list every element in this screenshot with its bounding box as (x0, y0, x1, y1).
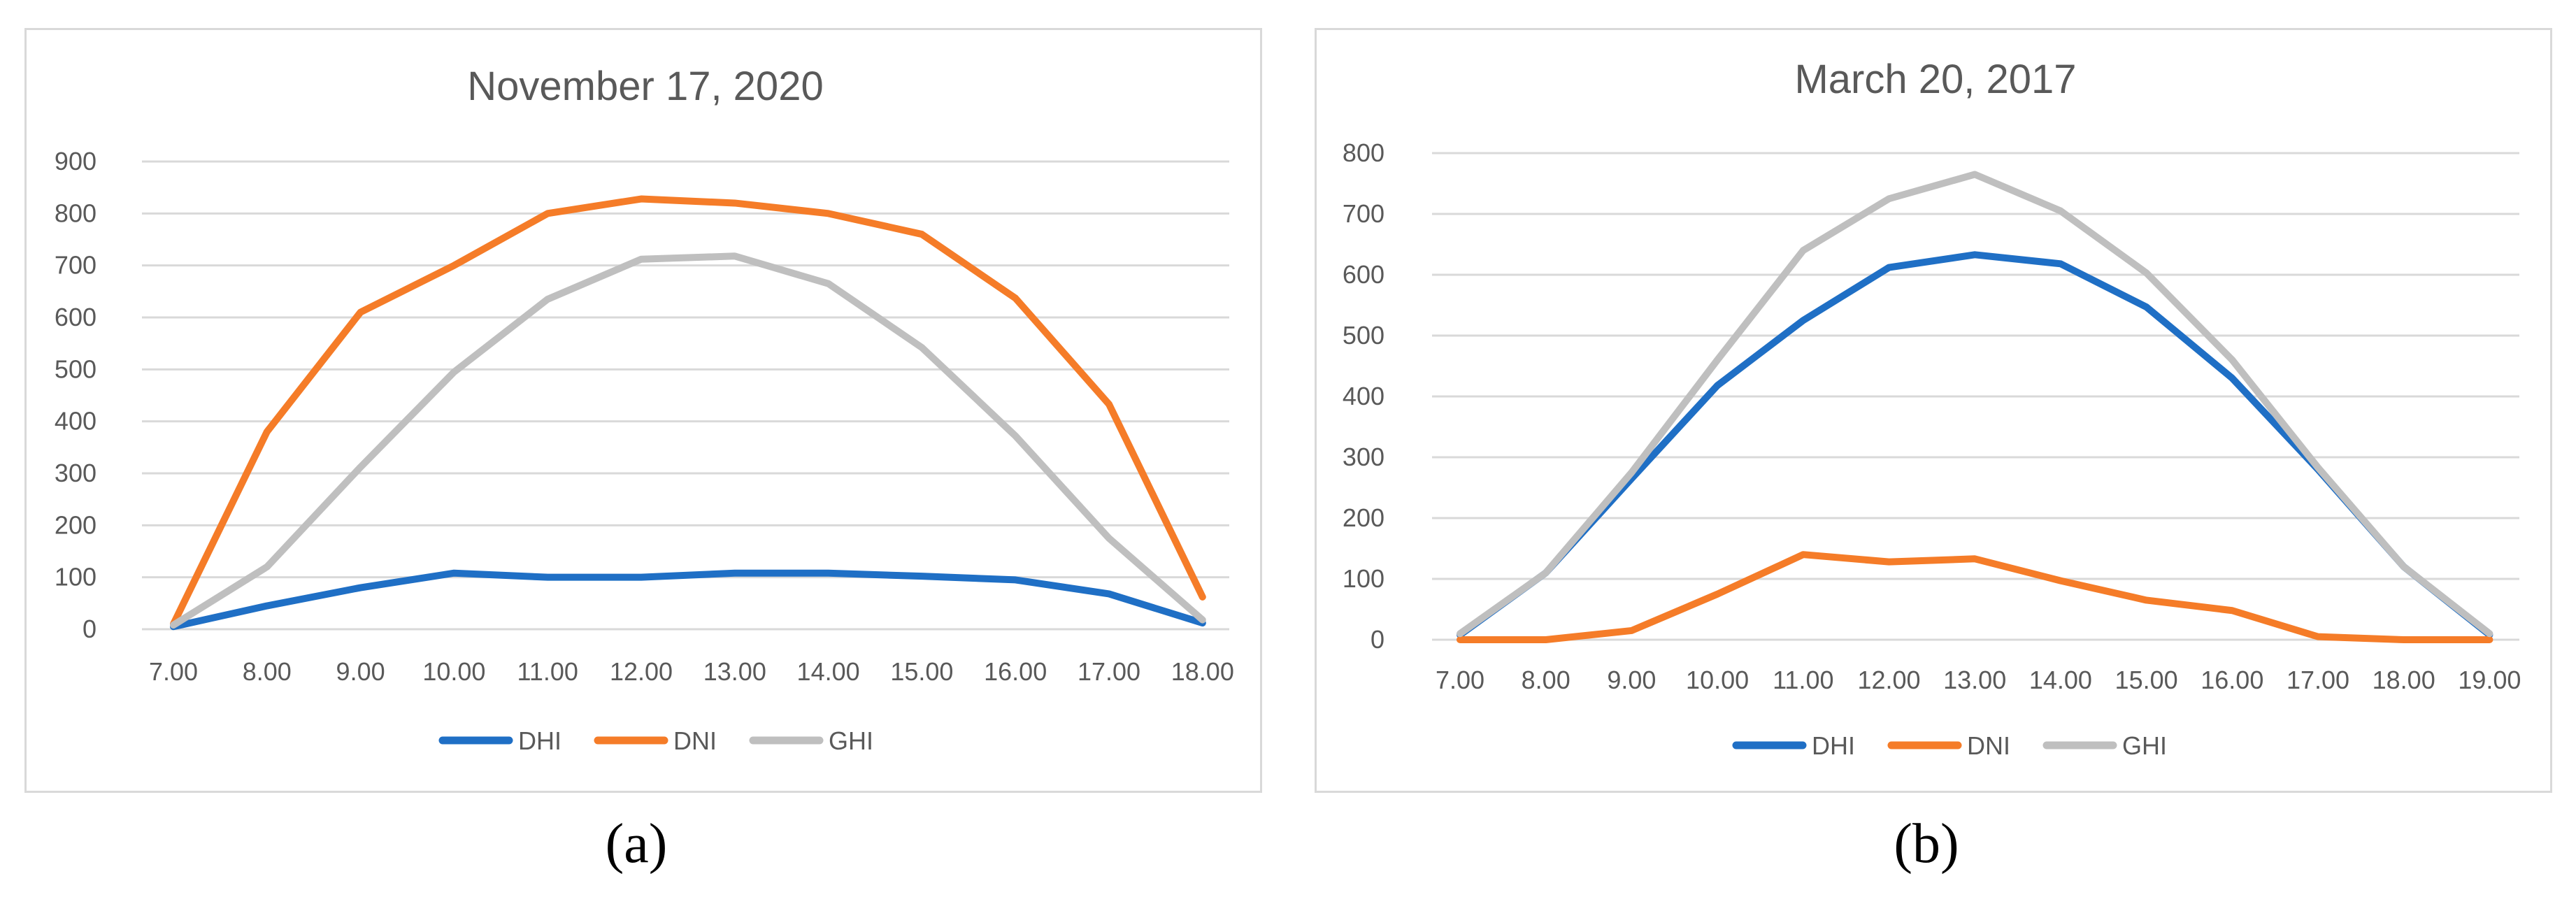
x-tick-label: 10.00 (1686, 666, 1749, 694)
x-tick-label: 19.00 (2458, 666, 2521, 694)
x-tick-label: 12.00 (1857, 666, 1920, 694)
legend-label-ghi: GHI (829, 726, 873, 755)
y-tick-label: 600 (55, 303, 96, 331)
y-tick-label: 100 (55, 563, 96, 591)
series-line-dhi (170, 569, 1206, 631)
x-tick-label: 11.00 (1773, 666, 1833, 694)
chart-title: March 20, 2017 (1794, 57, 2076, 102)
chart-november-svg: November 17, 2020 0 100 200 300 400 500 600 700 8… (55, 64, 1234, 755)
x-tick-label: 7.00 (149, 657, 198, 686)
chart-panel-march: March 20, 2017 0 100 200 300 400 500 600 700 800 7… (1315, 28, 2552, 793)
x-tick-label: 11.00 (517, 657, 578, 686)
y-tick-label: 500 (1343, 321, 1384, 350)
y-tick-label: 0 (83, 615, 96, 643)
caption-a: (a) (605, 813, 668, 875)
y-tick-label: 800 (1343, 138, 1384, 167)
x-tick-label: 13.00 (1943, 666, 2006, 694)
series-line-ghi (170, 252, 1206, 629)
x-tick-label: 9.00 (336, 657, 385, 686)
legend-label-ghi: GHI (2122, 731, 2167, 760)
series-line-dhi (1457, 251, 2493, 639)
y-tick-label: 700 (55, 251, 96, 280)
x-tick-label: 15.00 (2115, 666, 2178, 694)
x-tick-label: 8.00 (243, 657, 292, 686)
y-tick-label: 300 (1343, 443, 1384, 471)
y-tick-label: 500 (55, 354, 96, 383)
series-line-ghi (1457, 171, 2493, 638)
y-tick-label: 200 (55, 510, 96, 539)
y-tick-label: 400 (55, 407, 96, 436)
chart-march-svg: March 20, 2017 0 100 200 300 400 500 600 700 800 7… (1343, 57, 2521, 760)
y-tick-label: 800 (55, 199, 96, 227)
y-tick-label: 700 (1343, 199, 1384, 228)
legend-label-dhi: DHI (518, 726, 561, 755)
series-line-dni (170, 195, 1206, 628)
x-tick-label: 7.00 (1436, 666, 1484, 694)
x-tick-label: 18.00 (1171, 657, 1234, 686)
x-tick-label: 18.00 (2373, 666, 2435, 694)
y-tick-label: 0 (1371, 625, 1384, 654)
x-tick-label: 13.00 (703, 657, 766, 686)
legend-label-dni: DNI (673, 726, 717, 755)
y-tick-label: 400 (1343, 382, 1384, 410)
x-tick-label: 16.00 (2201, 666, 2263, 694)
x-tick-label: 12.00 (610, 657, 673, 686)
x-tick-label: 10.00 (422, 657, 485, 686)
y-tick-label: 900 (55, 147, 96, 175)
y-tick-label: 100 (1343, 564, 1384, 593)
legend-label-dhi: DHI (1812, 731, 1855, 760)
x-tick-label: 16.00 (984, 657, 1047, 686)
y-tick-label: 200 (1343, 503, 1384, 532)
caption-b: (b) (1894, 813, 1959, 875)
y-tick-label: 300 (55, 459, 96, 487)
chart-title: November 17, 2020 (467, 64, 823, 109)
x-tick-label: 9.00 (1607, 666, 1656, 694)
x-tick-label: 17.00 (1078, 657, 1140, 686)
legend-label-dni: DNI (1967, 731, 2010, 760)
x-tick-label: 15.00 (890, 657, 953, 686)
x-tick-label: 8.00 (1522, 666, 1570, 694)
y-tick-label: 600 (1343, 260, 1384, 289)
series-line-dni (1457, 551, 2493, 643)
chart-panel-november: November 17, 2020 0 100 200 300 400 500 600 700 8… (24, 28, 1262, 793)
x-tick-label: 14.00 (797, 657, 860, 686)
x-tick-label: 14.00 (2029, 666, 2092, 694)
x-tick-label: 17.00 (2287, 666, 2349, 694)
